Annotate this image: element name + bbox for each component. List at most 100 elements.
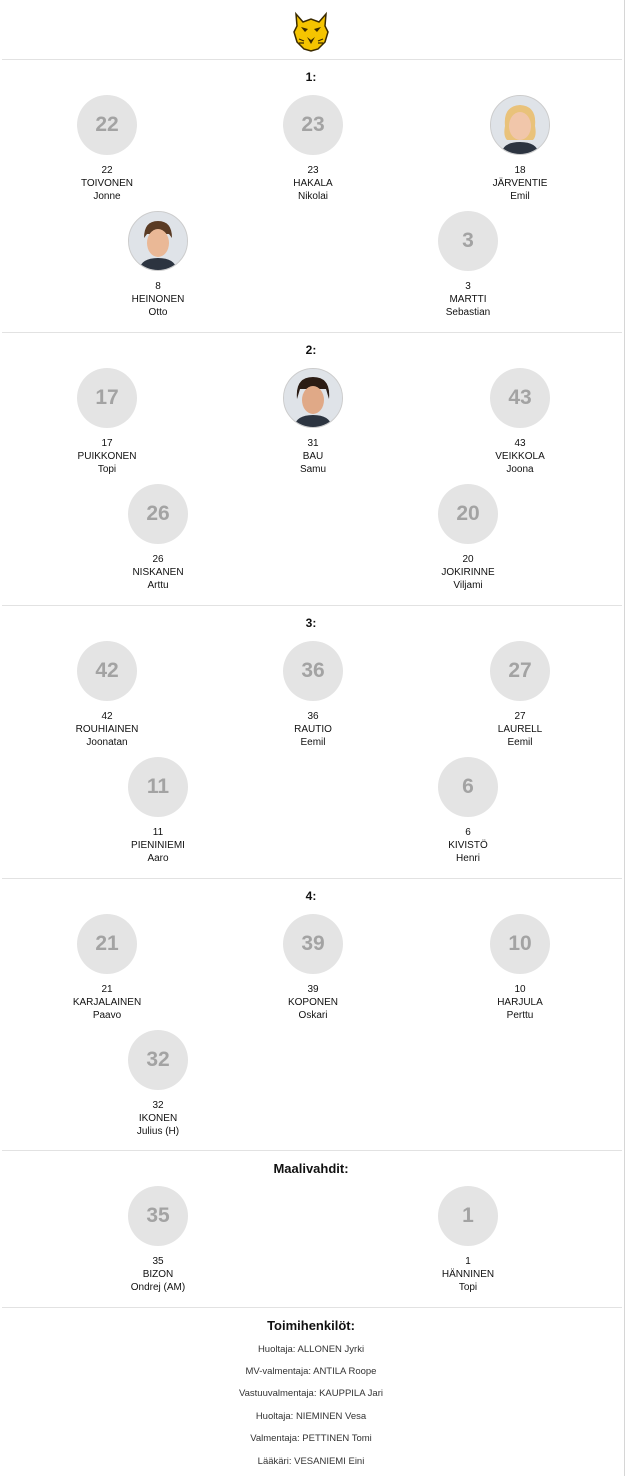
player-number: 17	[101, 438, 113, 449]
player-card[interactable]: 1 1 HÄNNINEN Topi	[408, 1186, 528, 1295]
staff-item: Huoltaja: NIEMINEN Vesa	[255, 1411, 367, 1422]
player-number: 22	[101, 165, 113, 176]
player-firstname: Henri	[456, 853, 480, 864]
player-firstname: Nikolai	[297, 191, 328, 202]
player-card[interactable]: 11 11 PIENINIEMI Aaro	[98, 757, 218, 866]
line-title: 3:	[305, 616, 317, 630]
player-number: 6	[465, 827, 471, 838]
player-avatar: 36	[283, 641, 343, 701]
player-number: 26	[152, 554, 164, 565]
player-lastname: VEIKKOLA	[495, 451, 545, 462]
line-title: 1:	[305, 70, 317, 84]
player-card[interactable]: 22 22 TOIVONEN Jonne	[47, 95, 167, 204]
player-card[interactable]: 32 32 IKONEN Julius (H)	[98, 1030, 218, 1139]
line-title: 4:	[305, 889, 317, 903]
player-avatar: 21	[77, 914, 137, 974]
player-number: 27	[514, 711, 526, 722]
player-avatar: 11	[128, 757, 188, 817]
player-firstname: Ondrej (AM)	[130, 1282, 186, 1293]
divider	[2, 332, 622, 333]
staff-item: Lääkäri: VESANIEMI Eini	[257, 1456, 365, 1467]
player-card[interactable]: 8 HEINONEN Otto	[98, 211, 218, 320]
player-firstname: Emil	[510, 191, 530, 202]
player-card[interactable]: 3 3 MARTTI Sebastian	[408, 211, 528, 320]
player-avatar: 43	[490, 368, 550, 428]
player-card[interactable]: 36 36 RAUTIO Eemil	[253, 641, 373, 750]
player-number: 20	[462, 554, 474, 565]
player-lastname: HÄNNINEN	[441, 1269, 495, 1280]
player-number: 10	[514, 984, 526, 995]
player-number: 21	[101, 984, 113, 995]
player-firstname: Arttu	[147, 580, 169, 591]
player-card[interactable]: 21 21 KARJALAINEN Paavo	[47, 914, 167, 1023]
player-firstname: Jonne	[93, 191, 121, 202]
player-firstname: Aaro	[147, 853, 169, 864]
player-portrait-icon	[284, 369, 342, 427]
player-lastname: PUIKKONEN	[77, 451, 137, 462]
player-avatar: 22	[77, 95, 137, 155]
player-lastname: LAURELL	[497, 724, 543, 735]
player-number: 3	[465, 281, 471, 292]
player-number: 11	[152, 827, 164, 838]
player-lastname: KIVISTÖ	[448, 840, 488, 851]
player-lastname: HARJULA	[497, 997, 543, 1008]
staff-item: Vastuuvalmentaja: KAUPPILA Jari	[239, 1388, 383, 1399]
player-number: 39	[307, 984, 319, 995]
player-firstname: Eemil	[300, 737, 326, 748]
player-card[interactable]: 35 35 BIZON Ondrej (AM)	[98, 1186, 218, 1295]
player-lastname: KOPONEN	[287, 997, 338, 1008]
player-card[interactable]: 42 42 ROUHIAINEN Joonatan	[47, 641, 167, 750]
player-firstname: Julius (H)	[136, 1126, 180, 1137]
player-avatar: 6	[438, 757, 498, 817]
player-card[interactable]: 10 10 HARJULA Perttu	[460, 914, 580, 1023]
player-firstname: Viljami	[453, 580, 483, 591]
player-number: 23	[307, 165, 319, 176]
player-number: 36	[307, 711, 319, 722]
player-number: 42	[101, 711, 113, 722]
line-title: 2:	[305, 343, 317, 357]
player-avatar: 10	[490, 914, 550, 974]
divider	[2, 1150, 622, 1151]
divider	[2, 605, 622, 606]
player-card[interactable]: 39 39 KOPONEN Oskari	[253, 914, 373, 1023]
player-lastname: IKONEN	[138, 1113, 178, 1124]
player-number: 43	[514, 438, 526, 449]
player-card[interactable]: 6 6 KIVISTÖ Henri	[408, 757, 528, 866]
player-card[interactable]: 26 26 NISKANEN Arttu	[98, 484, 218, 593]
player-photo	[283, 368, 343, 428]
player-avatar: 42	[77, 641, 137, 701]
player-firstname: Perttu	[506, 1010, 534, 1021]
player-portrait-icon	[129, 212, 187, 270]
divider	[2, 878, 622, 879]
player-number: 1	[465, 1256, 471, 1267]
player-number: 35	[152, 1256, 164, 1267]
player-lastname: HAKALA	[293, 178, 333, 189]
player-number: 31	[307, 438, 319, 449]
player-card[interactable]: 43 43 VEIKKOLA Joona	[460, 368, 580, 477]
player-card[interactable]: 23 23 HAKALA Nikolai	[253, 95, 373, 204]
player-firstname: Topi	[97, 464, 117, 475]
player-lastname: JOKIRINNE	[441, 567, 495, 578]
player-firstname: Samu	[299, 464, 327, 475]
player-firstname: Oskari	[298, 1010, 328, 1021]
player-portrait-icon	[491, 96, 549, 154]
player-card[interactable]: 27 27 LAURELL Eemil	[460, 641, 580, 750]
player-firstname: Sebastian	[445, 307, 491, 318]
staff-item: Huoltaja: ALLONEN Jyrki	[257, 1344, 365, 1355]
player-card[interactable]: 31 BAU Samu	[253, 368, 373, 477]
player-lastname: ROUHIAINEN	[75, 724, 139, 735]
staff-item: Valmentaja: PETTINEN Tomi	[250, 1433, 372, 1444]
goalies-title: Maalivahdit:	[273, 1161, 349, 1176]
player-card[interactable]: 18 JÄRVENTIE Emil	[460, 95, 580, 204]
player-firstname: Joona	[506, 464, 534, 475]
player-firstname: Joonatan	[86, 737, 128, 748]
player-card[interactable]: 20 20 JOKIRINNE Viljami	[408, 484, 528, 593]
player-avatar: 32	[128, 1030, 188, 1090]
player-firstname: Otto	[148, 307, 168, 318]
player-lastname: MARTTI	[449, 294, 487, 305]
player-card[interactable]: 17 17 PUIKKONEN Topi	[47, 368, 167, 477]
player-firstname: Eemil	[507, 737, 533, 748]
player-number: 32	[152, 1100, 164, 1111]
divider	[2, 1307, 622, 1308]
